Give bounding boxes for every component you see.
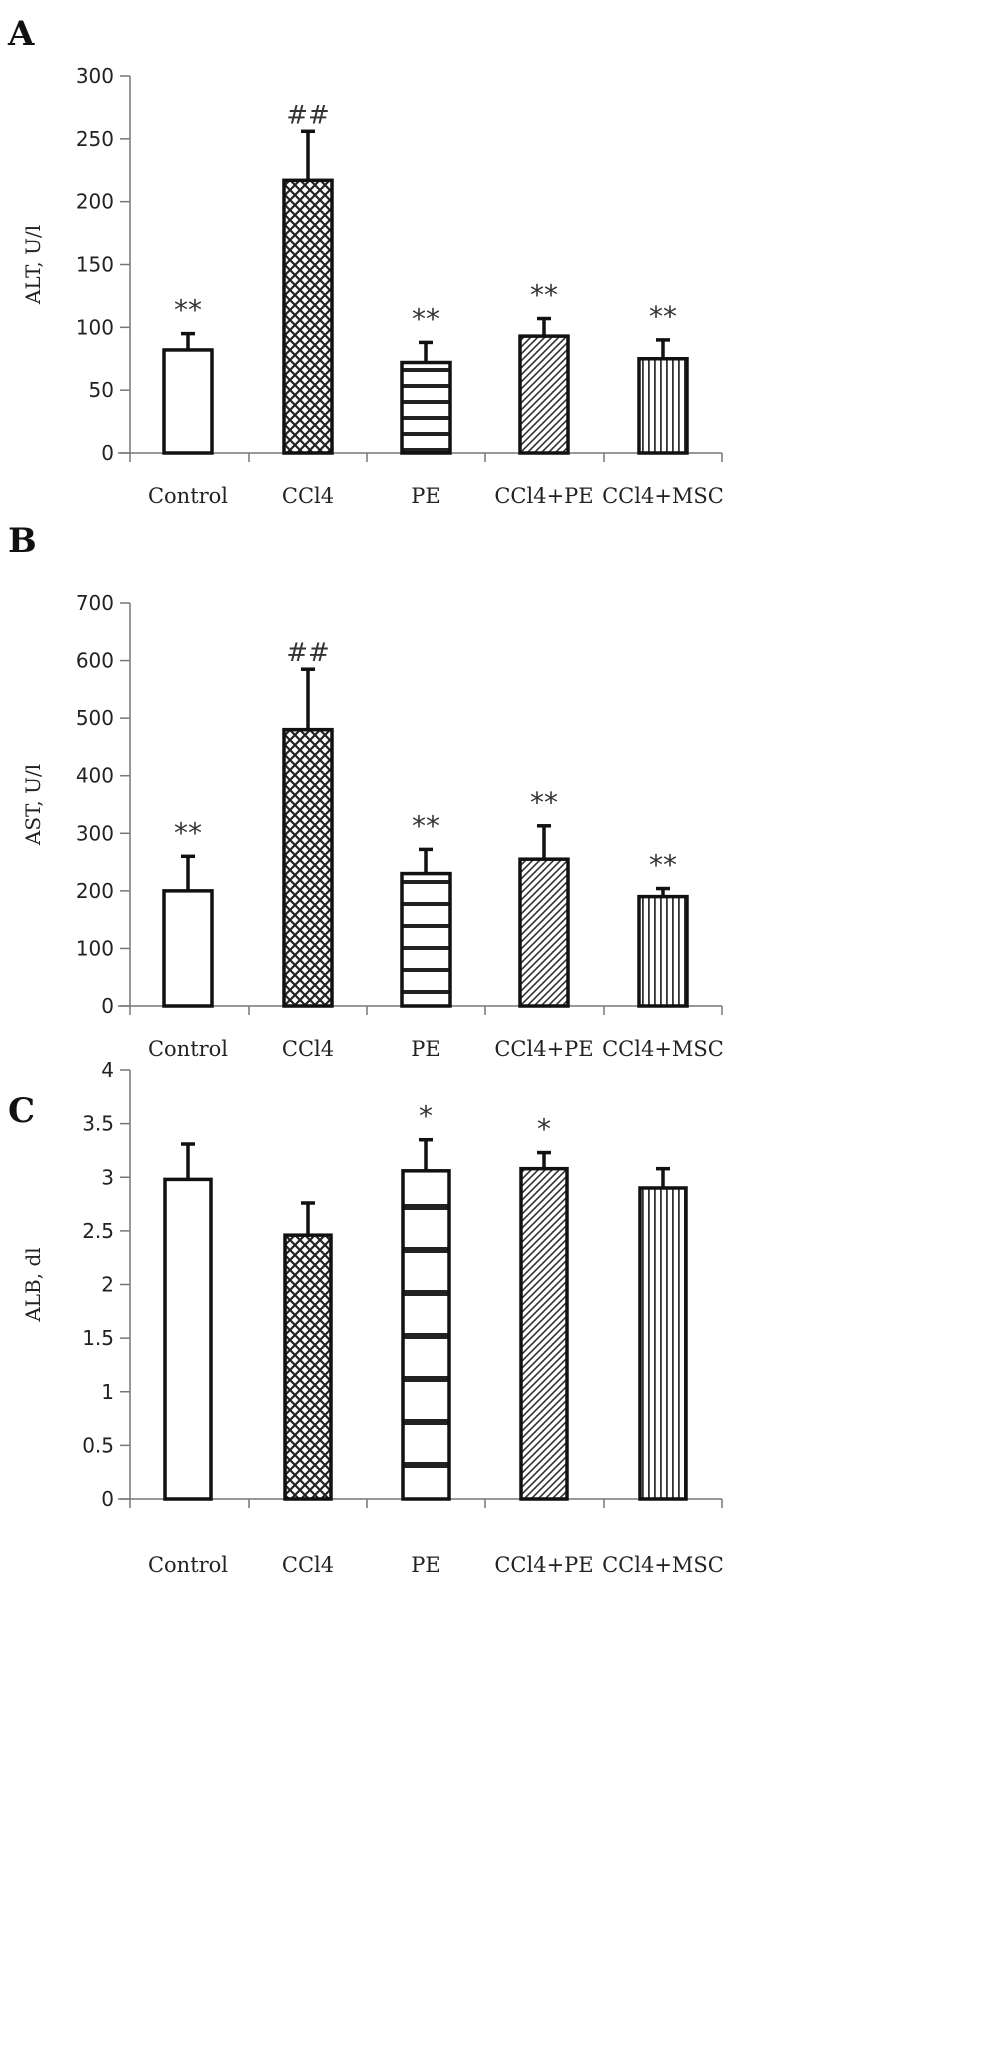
significance-mark: * [537,1113,551,1146]
bar-ccl4-msc [637,357,689,455]
x-tick-label: CCl4+MSC [602,1553,724,1577]
bar-ccl4-msc [637,894,689,1008]
bar-pe [400,360,452,455]
y-tick-label: 200 [76,879,114,903]
y-tick-label: 3 [101,1165,114,1189]
panel-letter: A [7,14,35,54]
significance-mark: ** [412,809,440,842]
bar-ccl4 [282,727,334,1008]
y-tick-label: 0 [101,1487,114,1511]
y-tick-label: 4 [101,1058,114,1082]
y-tick-label: 700 [76,591,114,615]
y-tick-label: 2.5 [82,1219,114,1243]
y-tick-label: 0.5 [82,1433,114,1457]
bar-ccl4 [283,1233,333,1501]
significance-mark: ** [174,294,202,327]
y-tick-label: 150 [76,253,114,277]
y-tick-label: 250 [76,127,114,151]
x-tick-label: PE [411,1037,440,1061]
y-axis-title: AST, U/l [21,764,45,846]
y-tick-label: 300 [76,821,114,845]
panel-letter: B [8,521,37,561]
bar-ccl4-msc [638,1186,688,1501]
y-tick-label: 1 [101,1380,114,1404]
x-tick-label: PE [411,484,440,508]
y-tick-label: 50 [89,378,114,402]
bar-pe [400,871,452,1008]
significance-mark: ** [649,300,677,333]
y-tick-label: 1.5 [82,1326,114,1350]
y-tick-label: 3.5 [82,1112,114,1136]
x-tick-label: PE [411,1553,440,1577]
y-tick-label: 500 [76,706,114,730]
y-tick-label: 400 [76,764,114,788]
x-tick-label: CCl4+PE [494,484,593,508]
significance-mark: ## [286,100,330,130]
x-tick-label: CCl4+PE [494,1553,593,1577]
bar-ccl4-pe [518,334,570,455]
x-tick-label: CCl4 [282,484,334,508]
y-tick-label: 0 [101,994,114,1018]
significance-mark: ** [412,302,440,335]
x-tick-label: Control [148,484,228,508]
x-tick-label: CCl4+MSC [602,1037,724,1061]
y-tick-label: 2 [101,1273,114,1297]
significance-mark: * [419,1100,433,1133]
y-tick-label: 300 [76,64,114,88]
bar-ccl4-pe [519,1166,569,1501]
y-tick-label: 200 [76,190,114,214]
bar-ccl4 [282,178,334,455]
x-tick-label: Control [148,1553,228,1577]
y-tick-label: 100 [76,936,114,960]
y-axis-title: ALT, U/l [21,225,45,305]
y-tick-label: 600 [76,649,114,673]
bar-control [162,348,214,455]
significance-mark: ** [530,786,558,819]
x-tick-label: Control [148,1037,228,1061]
significance-mark: ** [174,816,202,849]
x-tick-label: CCl4+MSC [602,484,724,508]
panel-letter: C [8,1091,35,1131]
y-tick-label: 0 [101,441,114,465]
bar-ccl4-pe [518,857,570,1008]
bar-control [163,1177,213,1501]
x-tick-label: CCl4+PE [494,1037,593,1061]
bar-control [162,889,214,1008]
x-tick-label: CCl4 [282,1037,334,1061]
significance-mark: ** [530,279,558,312]
x-tick-label: CCl4 [282,1553,334,1577]
significance-mark: ## [286,638,330,668]
y-axis-title: ALB, dl [21,1247,45,1322]
bar-pe [401,1169,451,1501]
significance-mark: ** [649,849,677,882]
y-tick-label: 100 [76,315,114,339]
